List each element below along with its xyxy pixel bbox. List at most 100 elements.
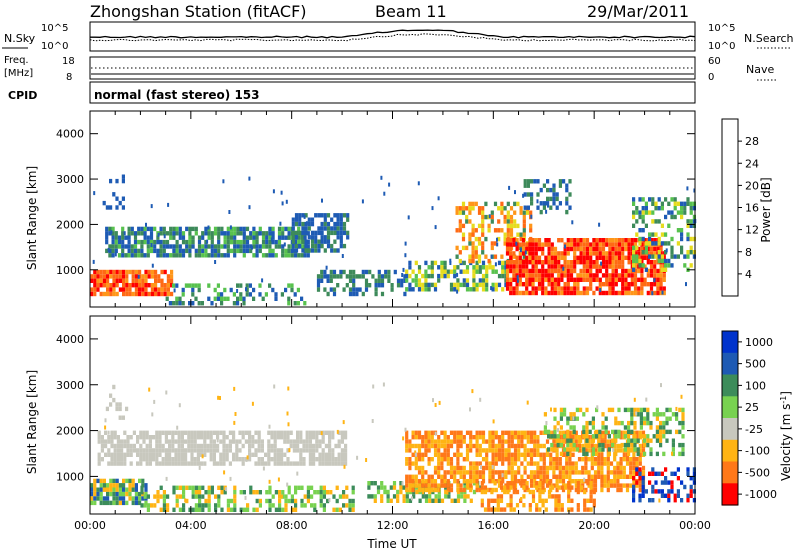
heatmap-cell <box>614 260 618 265</box>
heatmap-cell <box>213 226 218 232</box>
heatmap-cell <box>175 485 179 490</box>
heatmap-cell <box>539 457 543 462</box>
heatmap-cell <box>150 503 154 508</box>
heatmap-cell <box>530 201 534 206</box>
heatmap-cell <box>497 457 502 462</box>
heatmap-cell <box>287 485 291 490</box>
heatmap-cell <box>465 214 469 220</box>
heatmap-cell <box>437 465 441 471</box>
heatmap-cell <box>219 439 223 444</box>
heatmap-cell <box>456 457 460 462</box>
heatmap-cell <box>659 438 663 443</box>
heatmap-cell <box>408 265 412 270</box>
heatmap-cell <box>542 205 546 210</box>
heatmap-cell <box>509 223 514 229</box>
heatmap-cell <box>480 498 484 503</box>
heatmap-cell <box>106 491 110 497</box>
heatmap-cell <box>501 452 505 457</box>
heatmap-cell <box>115 500 119 506</box>
heatmap-cell <box>268 244 272 249</box>
heatmap-cell <box>555 452 559 457</box>
heatmap-cell <box>152 448 156 453</box>
heatmap-cell <box>178 248 182 254</box>
heatmap-cell <box>108 231 112 236</box>
heatmap-cell <box>577 435 582 440</box>
heatmap-cell <box>424 448 428 453</box>
nsky-label: N.Sky <box>4 32 36 45</box>
heatmap-cell <box>643 442 647 448</box>
heatmap-cell <box>374 283 378 288</box>
heatmap-cell <box>304 226 308 231</box>
heatmap-cell <box>632 254 636 259</box>
heatmap-cell <box>339 243 343 249</box>
heatmap-cell <box>336 226 340 231</box>
heatmap-cell <box>144 287 148 292</box>
heatmap-cell <box>608 242 612 247</box>
heatmap-cell <box>686 219 690 224</box>
heatmap-cell <box>403 274 407 279</box>
heatmap-cell <box>164 430 168 435</box>
heatmap-cell <box>534 277 538 282</box>
heatmap-cell <box>493 481 497 486</box>
heatmap-cell <box>461 210 466 215</box>
heatmap-cell <box>411 487 415 493</box>
heatmap-cell <box>168 452 172 457</box>
heatmap-cell <box>555 448 559 453</box>
heatmap-cell <box>617 242 622 247</box>
heatmap-cell <box>630 238 634 243</box>
heatmap-cell <box>130 244 134 249</box>
heatmap-cell <box>488 430 492 435</box>
heatmap-cell <box>504 470 508 475</box>
heatmap-cell <box>115 178 119 184</box>
heatmap-cell <box>566 246 570 252</box>
heatmap-cell <box>121 253 125 258</box>
power-colorbar-tick-label: 12 <box>745 224 759 237</box>
heatmap-cell <box>632 214 636 220</box>
heatmap-cell <box>184 448 188 453</box>
heatmap-cell <box>456 439 460 444</box>
heatmap-cell <box>566 260 570 265</box>
heatmap-cell <box>440 430 444 435</box>
heatmap-cell <box>456 498 461 503</box>
heatmap-cell <box>220 244 224 249</box>
heatmap-cell <box>127 235 131 240</box>
heatmap-cell <box>292 439 296 444</box>
heatmap-cell <box>456 448 460 453</box>
heatmap-cell <box>557 251 561 256</box>
heatmap-cell <box>592 273 596 278</box>
heatmap-cell <box>547 242 551 247</box>
heatmap-cell <box>507 443 511 449</box>
heatmap-cell <box>567 485 571 490</box>
heatmap-cell <box>424 494 429 499</box>
heatmap-cell <box>142 430 146 435</box>
heatmap-cell <box>573 290 577 296</box>
heatmap-cell <box>520 439 524 444</box>
nsky-tick-bottom: 10^0 <box>41 41 68 52</box>
heatmap-cell <box>475 448 479 453</box>
heatmap-cell <box>352 291 356 297</box>
heatmap-cell <box>134 291 138 297</box>
heatmap-cell <box>286 482 289 487</box>
heatmap-cell <box>583 489 587 495</box>
heatmap-cell <box>302 439 306 444</box>
heatmap-cell <box>601 246 606 252</box>
heatmap-cell <box>443 439 447 444</box>
heatmap-cell <box>405 457 409 462</box>
heatmap-cell <box>533 479 537 484</box>
heatmap-cell <box>604 416 608 421</box>
heatmap-cell <box>210 253 214 258</box>
heatmap-cell <box>627 255 631 260</box>
heatmap-cell <box>509 246 513 252</box>
heatmap-cell <box>131 283 135 288</box>
heatmap-cell <box>638 457 642 462</box>
heatmap-cell <box>665 438 669 443</box>
heatmap-cell <box>265 239 269 245</box>
heatmap-cell <box>287 283 291 288</box>
heatmap-cell <box>491 479 495 484</box>
heatmap-cell <box>609 470 614 475</box>
heatmap-cell <box>577 470 582 475</box>
heatmap-cell <box>248 430 252 435</box>
heatmap-cell <box>301 239 305 244</box>
heatmap-cell <box>232 457 236 462</box>
heatmap-cell <box>573 246 577 252</box>
